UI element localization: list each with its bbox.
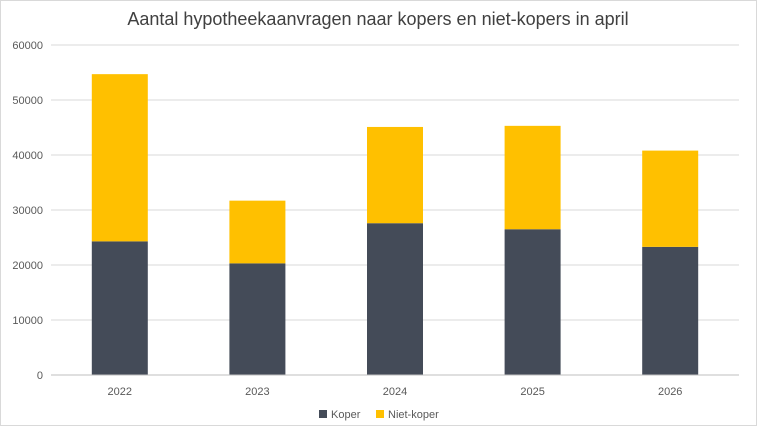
chart-title: Aantal hypotheekaanvragen naar kopers en…	[127, 9, 628, 29]
legend: Koper Niet-koper	[319, 409, 439, 421]
bar-segment-koper-2022	[91, 241, 148, 375]
x-tick-label: 2026	[658, 386, 682, 398]
bar-segment-koper-2024	[367, 223, 423, 375]
x-tick-label: 2022	[108, 386, 132, 398]
bar-segment-niet-koper-2022	[91, 74, 148, 242]
y-tick-label: 0	[37, 370, 43, 382]
legend-swatch	[376, 410, 384, 418]
y-tick-label: 30000	[12, 205, 43, 217]
legend-label: Koper	[331, 409, 361, 421]
legend-item-koper: Koper	[319, 409, 361, 421]
y-tick-label: 20000	[12, 260, 43, 272]
y-tick-label: 60000	[12, 40, 43, 52]
y-tick-label: 50000	[12, 95, 43, 107]
x-tick-label: 2023	[245, 386, 269, 398]
x-tick-label: 2024	[383, 386, 407, 398]
bar-segment-niet-koper-2025	[504, 125, 561, 230]
legend-label: Niet-koper	[388, 409, 439, 421]
bar-segment-niet-koper-2026	[642, 150, 699, 247]
bar-segment-koper-2023	[229, 263, 286, 375]
x-tick-label: 2025	[520, 386, 544, 398]
bar-segment-niet-koper-2023	[229, 200, 286, 264]
bar-segment-koper-2025	[504, 229, 561, 375]
x-axis: 2022 2023 2024 2025 2026	[51, 374, 739, 398]
bars	[91, 74, 699, 375]
legend-swatch	[319, 410, 327, 418]
y-tick-label: 10000	[12, 315, 43, 327]
y-tick-label: 40000	[12, 150, 43, 162]
bar-segment-koper-2026	[642, 246, 699, 375]
legend-item-niet-koper: Niet-koper	[376, 409, 439, 421]
y-axis: 0 10000 20000 30000 40000 50000 60000	[12, 40, 43, 382]
bar-segment-niet-koper-2024	[367, 126, 423, 224]
